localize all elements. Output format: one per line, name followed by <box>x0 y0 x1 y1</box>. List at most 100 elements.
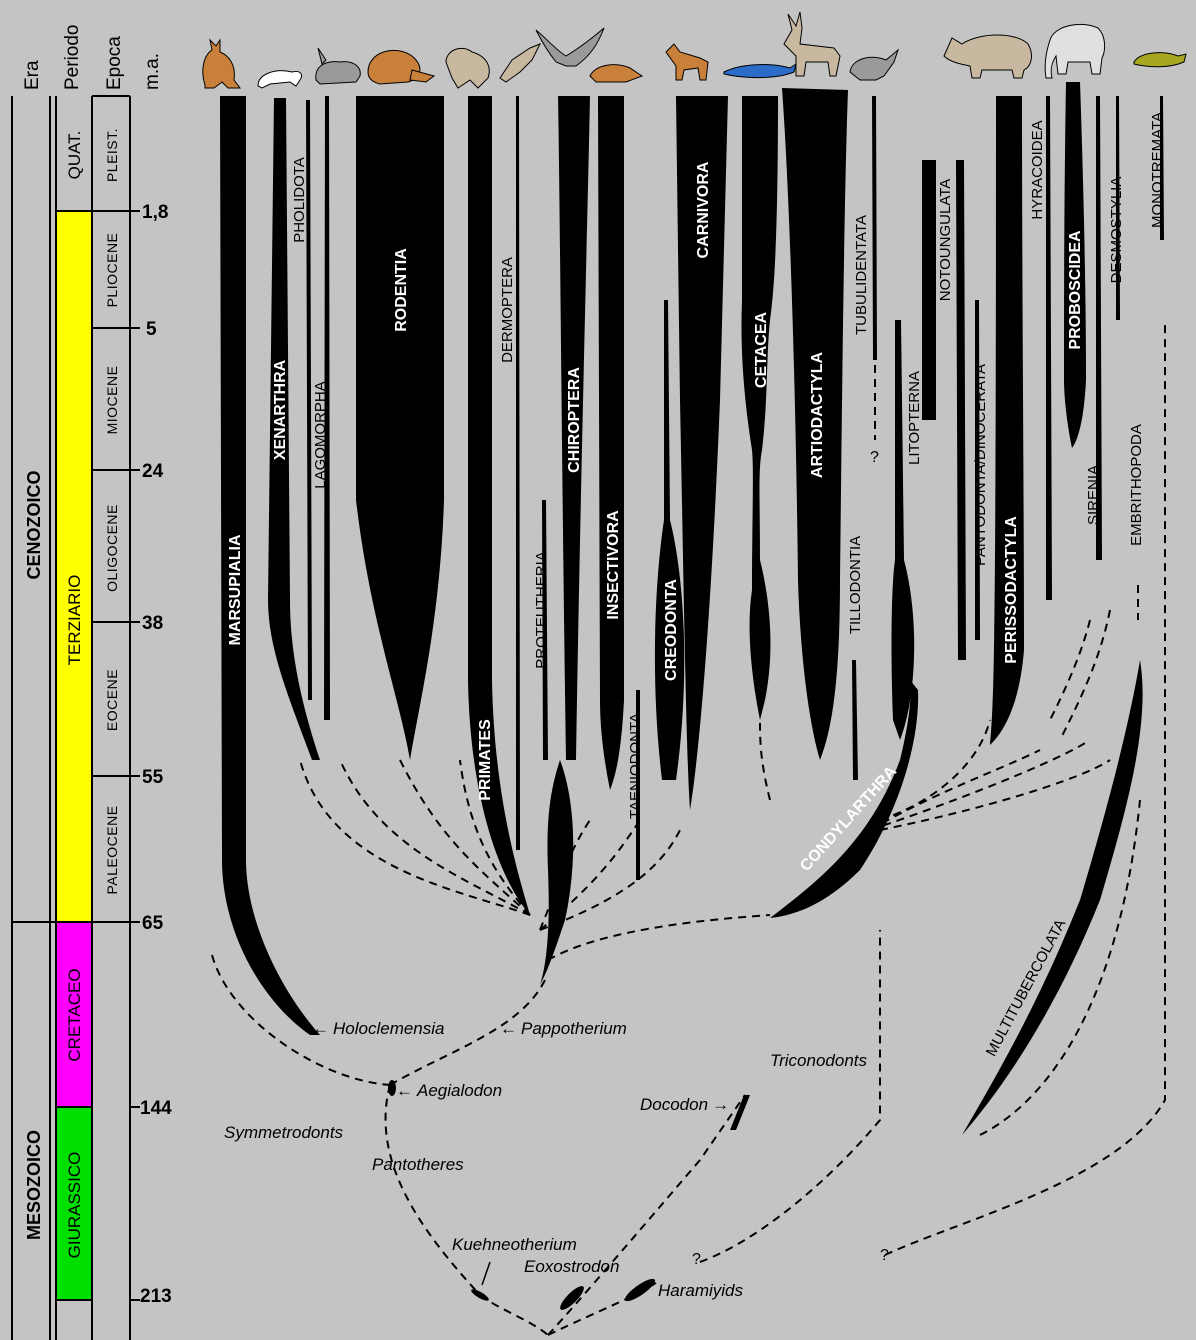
label-holoclemensia-text: Holoclemensia <box>333 1019 445 1038</box>
ma-tick-24: 24 <box>142 461 164 482</box>
label-perissodactyla: PERISSODACTYLA <box>1003 516 1020 664</box>
branch-monotremata <box>1160 96 1164 240</box>
label-pantotheres: Pantotheres <box>372 1155 464 1174</box>
branch-notoungulata-2 <box>956 160 966 660</box>
epoch-eocene: EOCENE <box>104 669 120 731</box>
monkey-icon <box>445 47 490 89</box>
rabbit-icon <box>315 47 361 85</box>
label-dermoptera: DERMOPTERA <box>499 257 516 363</box>
label-creodonta: CREODONTA <box>663 579 680 681</box>
label-sirenia: SIRENIA <box>1085 465 1102 525</box>
branch-perissodactyla <box>990 96 1024 745</box>
branch-chiroptera <box>558 96 590 760</box>
ma-tick-5: 5 <box>146 319 157 340</box>
branch-primates <box>468 96 530 915</box>
branch-insectivora <box>598 96 624 790</box>
label-embrithopoda: EMBRITHOPODA <box>1128 424 1145 546</box>
label-triconodonts: Triconodonts <box>770 1051 868 1070</box>
aardvark-icon <box>849 48 900 81</box>
column-headers: Era Periodo Epoca m.a. <box>22 25 163 91</box>
ma-tick-213: 213 <box>140 1286 172 1307</box>
label-docodon-text: Docodon <box>640 1095 708 1114</box>
fossil-labels: ← Holoclemensia ← Pappotherium ← Aegialodon… <box>224 1019 889 1300</box>
ancestry-lines <box>211 320 1166 1336</box>
header-ma: m.a. <box>142 53 163 90</box>
branch-proteutheria <box>542 500 548 760</box>
period-giurassico-box <box>56 1108 92 1300</box>
label-tillodontia: TILLODONTIA <box>847 536 864 634</box>
label-eoxostrodon: Eoxostrodon <box>524 1257 619 1276</box>
label-litopterna: LITOPTERNA <box>906 371 923 465</box>
label-cetacea: CETACEA <box>753 311 770 388</box>
label-holoclemensia: ← Holoclemensia <box>312 1019 445 1038</box>
animal-icons <box>202 11 1187 89</box>
label-aegialodon-text: Aegialodon <box>416 1081 502 1100</box>
header-epoca: Epoca <box>104 36 125 90</box>
label-pholidota: PHOLIDOTA <box>291 157 308 243</box>
fossil-node-eoxostrodon <box>560 1286 584 1310</box>
platypus-icon <box>1133 52 1187 68</box>
branch-sirenia <box>1096 96 1102 560</box>
label-tubulidentata: TUBULIDENTATA <box>853 215 870 335</box>
branch-hyracoidea <box>1046 96 1052 600</box>
label-hyracoidea: HYRACOIDEA <box>1029 120 1046 219</box>
label-desmostylia: DESMOSTYLIA <box>1108 177 1125 284</box>
branch-dermoptera <box>516 96 520 850</box>
branch-desmostylia <box>1116 96 1120 320</box>
branch-cetacea <box>741 96 778 720</box>
branch-xenarthra <box>268 98 320 760</box>
rhinoceros-icon <box>943 34 1032 79</box>
fossil-node-haramiyids <box>624 1278 656 1302</box>
question-mark-2: ? <box>880 1247 889 1264</box>
label-haramiyids: Haramiyids <box>658 1281 744 1300</box>
label-primates: PRIMATES <box>477 719 494 801</box>
header-periodo: Periodo <box>62 25 83 91</box>
dog-icon <box>665 43 709 81</box>
ma-tick-38: 38 <box>142 613 163 634</box>
branch-carnivora <box>676 96 728 810</box>
label-proteutheria: PROTEUTHERIA <box>533 551 550 669</box>
epoch-oligocene: OLIGOCENE <box>104 504 120 592</box>
question-mark-tubulidentata: ? <box>870 449 879 466</box>
era-cenozoico: CENOZOICO <box>24 470 44 579</box>
branch-lagomorpha <box>324 96 330 720</box>
label-pappotherium-text: Pappotherium <box>521 1019 627 1038</box>
pointer-kuehneotherium <box>481 1261 491 1286</box>
armadillo-icon <box>257 70 303 89</box>
branch-tillodontia <box>852 660 858 780</box>
branch-litopterna <box>891 320 915 740</box>
kangaroo-icon <box>202 38 241 89</box>
branches <box>220 82 1164 1310</box>
epoch-pleist: PLEIST. <box>104 128 120 182</box>
label-docodon: Docodon → <box>640 1095 729 1114</box>
period-quat: QUAT. <box>65 131 84 180</box>
period-cretaceo-box <box>56 923 92 1107</box>
ma-tick-55: 55 <box>142 767 164 788</box>
label-notoungulata: NOTOUNGULATA <box>937 179 954 302</box>
epoch-miocene: MIOCENE <box>104 366 120 435</box>
label-monotremata: MONOTREMATA <box>1149 112 1166 228</box>
branch-rodentia <box>356 96 444 760</box>
branch-pantodonta <box>975 300 980 640</box>
branch-tubulidentata <box>872 96 877 360</box>
period-terziario-box <box>56 212 92 922</box>
label-carnivora: CARNIVORA <box>695 161 712 258</box>
fossil-node-aegialodon <box>388 1080 396 1096</box>
period-cretaceo: CRETACEO <box>65 968 84 1061</box>
branch-docodon <box>730 1095 750 1130</box>
period-giurassico: GIURASSICO <box>65 1152 84 1259</box>
label-rodentia: RODENTIA <box>393 248 410 332</box>
bat-icon <box>535 27 605 67</box>
period-quat-box <box>56 98 92 210</box>
label-marsupialia: MARSUPIALIA <box>227 534 244 646</box>
label-pantodonta: PANTODONTA/DINOCERATA <box>972 364 989 566</box>
timescale <box>11 95 140 1340</box>
mole-icon <box>589 64 644 83</box>
dolphin-icon <box>723 62 797 79</box>
elephant-icon <box>1044 24 1106 79</box>
ma-tick-1-8: 1,8 <box>142 202 168 223</box>
branch-artiodactyla <box>782 88 848 760</box>
period-terziario: TERZIARIO <box>65 575 84 666</box>
label-aegialodon: ← Aegialodon <box>396 1081 502 1100</box>
label-xenarthra: XENARTHRA <box>272 359 289 460</box>
